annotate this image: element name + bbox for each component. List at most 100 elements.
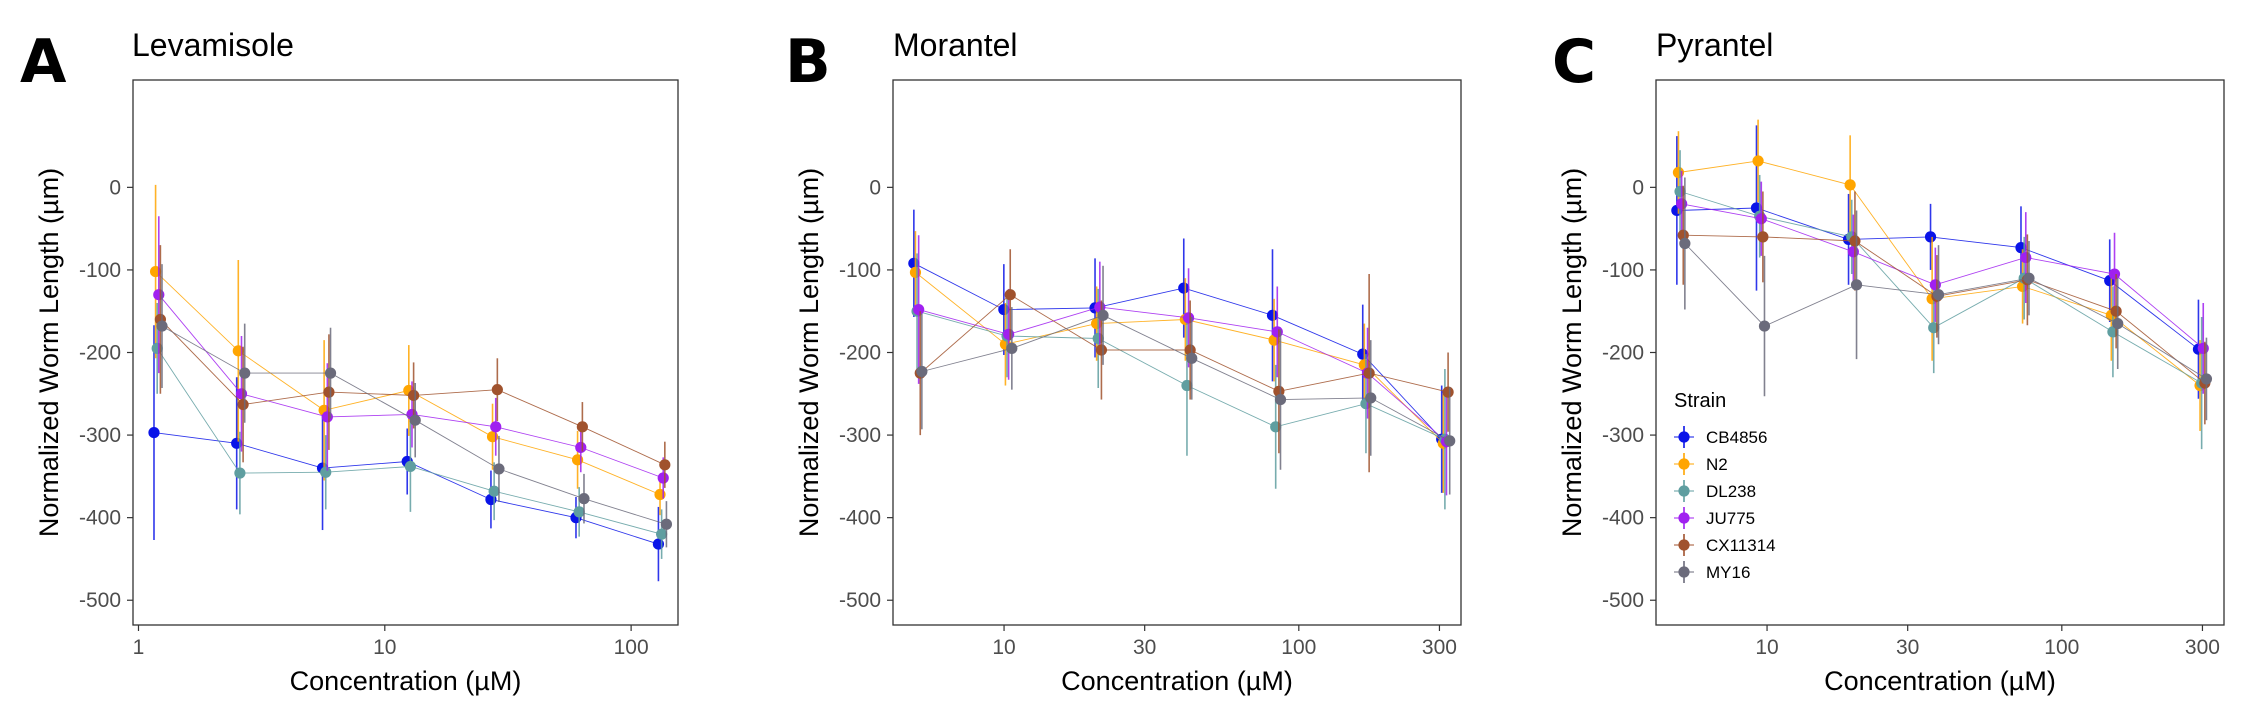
y-tick-label: -200 [839, 342, 881, 365]
data-point [239, 367, 251, 379]
data-point [1097, 309, 1109, 321]
series-cb4856 [148, 325, 665, 582]
data-point [490, 421, 502, 433]
y-tick-label: -500 [79, 589, 121, 612]
x-tick-label: 30 [1896, 636, 1919, 659]
x-tick-label: 10 [992, 636, 1015, 659]
data-point [575, 441, 587, 454]
data-point [148, 426, 160, 439]
panel-letter-c: C [1552, 27, 1596, 97]
x-tick-label: 300 [1422, 636, 1457, 659]
plot-frame [132, 79, 679, 626]
y-tick-label: 0 [109, 176, 121, 199]
y-tick-label: -400 [839, 507, 881, 530]
x-axis-title: Concentration (µM) [1061, 666, 1293, 696]
data-point [1755, 213, 1767, 225]
y-tick-label: -300 [839, 424, 881, 447]
legend-label: N2 [1706, 455, 1728, 474]
legend-label: DL238 [1706, 482, 1756, 501]
data-point [660, 518, 673, 530]
data-point [1444, 435, 1456, 447]
data-point [1844, 179, 1856, 191]
y-tick-label: -100 [839, 259, 881, 282]
data-point [1266, 309, 1279, 321]
panel-letter-a: A [20, 27, 67, 97]
legend-key-point [1678, 458, 1690, 470]
legend-label: MY16 [1706, 563, 1750, 582]
legend-label: JU775 [1706, 509, 1755, 528]
panel-b: B Morantel 0 -100 -200 -300 -400 -500 10 30 100 300… [785, 27, 1462, 696]
data-point [2023, 272, 2035, 284]
series-my16 [156, 264, 673, 548]
y-tick-label: -100 [1602, 259, 1644, 282]
data-point [1679, 237, 1691, 250]
x-tick-label: 100 [2044, 636, 2079, 659]
data-point [916, 365, 928, 378]
data-point [1178, 282, 1190, 294]
y-tick-label: 0 [1632, 176, 1644, 199]
legend: Strain CB4856 N2 DL238 JU775 CX11314 MY16 [1674, 390, 1776, 583]
data-point [1186, 352, 1198, 364]
data-point [578, 493, 590, 505]
data-point [913, 303, 925, 316]
data-point [408, 389, 420, 402]
legend-item: MY16 [1674, 561, 1750, 583]
data-point [1752, 155, 1764, 167]
x-tick-label: 100 [1281, 636, 1316, 659]
data-point [488, 485, 500, 497]
y-tick-label: -200 [1602, 342, 1644, 365]
plot-frame [1655, 79, 2225, 626]
x-tick-label: 10 [373, 636, 396, 659]
legend-key-point [1678, 566, 1690, 578]
y-tick-label: -400 [1602, 507, 1644, 530]
data-point [493, 463, 505, 475]
data-point [1849, 235, 1861, 247]
series-cx11314 [154, 245, 671, 488]
data-point [323, 386, 335, 398]
legend-item: CX11314 [1674, 534, 1776, 556]
panel-letter-b: B [785, 27, 831, 97]
panel-title: Pyrantel [1656, 27, 1773, 63]
y-tick-label: -100 [79, 259, 121, 282]
legend-item: N2 [1674, 453, 1728, 475]
y-axis-title: Normalized Worm Length (µm) [34, 168, 64, 537]
panel-title: Morantel [893, 27, 1018, 63]
legend-key-point [1678, 539, 1690, 551]
data-point [2108, 268, 2121, 280]
y-tick-label: -400 [79, 507, 121, 530]
data-point [320, 466, 332, 478]
data-point [659, 459, 671, 471]
data-point [491, 384, 503, 396]
data-point [2112, 317, 2124, 330]
data-point [156, 320, 168, 332]
data-point [404, 460, 417, 473]
data-point [234, 467, 246, 479]
data-point [1924, 231, 1937, 243]
legend-title: Strain [1674, 390, 1726, 412]
y-tick-label: -300 [1602, 424, 1644, 447]
legend-key-point [1678, 431, 1690, 443]
legend-label: CX11314 [1706, 536, 1776, 555]
y-tick-label: -500 [839, 589, 881, 612]
data-point [1932, 289, 1945, 301]
data-point [656, 528, 668, 540]
y-tick-label: -300 [79, 424, 121, 447]
x-axis-title: Concentration (µM) [290, 666, 522, 696]
y-axis-title: Normalized Worm Length (µm) [1557, 168, 1587, 537]
panel-c: C Pyrantel 0 -100 -200 -300 -400 -500 10 30 100 300… [1552, 27, 2225, 696]
data-point [1758, 320, 1771, 332]
data-point [237, 398, 249, 411]
legend-label: CB4856 [1706, 428, 1767, 447]
panel-title: Levamisole [132, 27, 294, 63]
data-point [657, 472, 669, 484]
x-tick-label: 10 [1755, 636, 1778, 659]
x-tick-label: 1 [133, 636, 145, 659]
x-axis-title: Concentration (µM) [1824, 666, 2056, 696]
x-tick-label: 300 [2185, 636, 2220, 659]
y-tick-label: -500 [1602, 589, 1644, 612]
data-point [573, 506, 585, 518]
y-tick-label: 0 [869, 176, 881, 199]
series-ju775 [153, 216, 669, 499]
data-point [1757, 231, 1769, 243]
